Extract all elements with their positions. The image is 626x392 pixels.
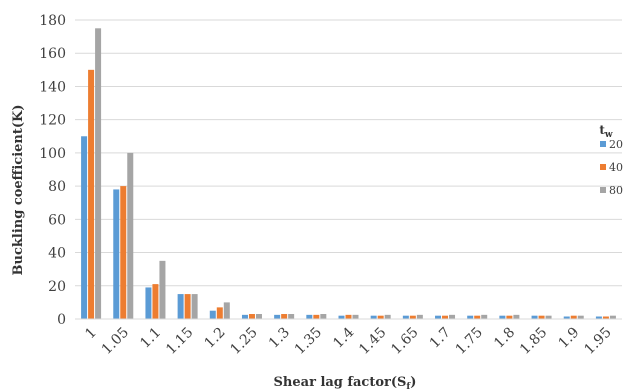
bar-40-1.25 (248, 314, 255, 319)
bar-40-1.05 (120, 186, 127, 319)
x-tick-label-1.4: 1.4 (330, 324, 357, 351)
bar-20-1.95 (595, 316, 602, 319)
bar-20-1.65 (402, 315, 409, 319)
bar-40-1.1 (152, 284, 159, 319)
bar-80-1.45 (384, 314, 391, 319)
bar-20-1.4 (338, 315, 345, 319)
bar-40-1.65 (409, 315, 416, 319)
bar-40-1.15 (184, 294, 191, 319)
bar-20-1.1 (145, 287, 152, 319)
bar-40-1.95 (602, 316, 609, 319)
bar-80-1.05 (127, 152, 134, 319)
x-tick-label-1: 1 (82, 325, 100, 343)
bar-80-1.1 (159, 260, 166, 319)
bar-20-1.45 (370, 315, 377, 319)
x-tick-label-1.8: 1.8 (491, 325, 518, 352)
y-tick-label-120: 120 (39, 113, 66, 129)
bar-40-1.75 (474, 315, 481, 319)
bar-80-1.35 (320, 314, 327, 319)
x-tick-label-1.7: 1.7 (427, 325, 454, 352)
y-axis-title: Buckling coefficient(K) (11, 105, 26, 276)
y-tick-label-80: 80 (48, 179, 66, 195)
x-tick-label-1.65: 1.65 (388, 325, 421, 358)
legend: tw 20 40 80 (599, 123, 623, 197)
gridlines (75, 19, 622, 287)
bar-20-1.2 (209, 310, 216, 319)
x-tick-label-1.3: 1.3 (266, 325, 293, 352)
bars (81, 28, 616, 320)
bar-80-1.95 (609, 315, 616, 319)
x-axis-title-sub: f (406, 382, 411, 392)
legend-title: tw (599, 123, 613, 140)
bar-20-1.7 (435, 315, 442, 319)
x-tick-label-1.45: 1.45 (356, 325, 389, 358)
bar-20-1.85 (531, 315, 538, 319)
y-tick-label-160: 160 (39, 46, 66, 62)
x-tick-label-1.1: 1.1 (137, 325, 164, 352)
legend-swatch-80 (600, 187, 606, 193)
bar-20-1.15 (177, 294, 184, 319)
legend-title-main: t (599, 123, 605, 137)
bar-80-1.8 (513, 314, 520, 319)
x-axis-title-main: Shear lag factor(S (274, 375, 407, 390)
bar-40-1.45 (377, 315, 384, 319)
bar-20-1.8 (499, 315, 506, 319)
legend-swatch-40 (600, 164, 606, 170)
x-tick-label-1.9: 1.9 (556, 325, 583, 352)
bar-20-1.3 (274, 314, 281, 319)
bar-20-1.75 (467, 315, 474, 319)
bar-80-1.4 (352, 314, 359, 319)
bar-80-1.65 (416, 314, 423, 319)
y-tick-labels: 0 20 40 60 80 100 120 140 160 180 (39, 13, 66, 328)
legend-swatch-20 (600, 141, 606, 147)
x-tick-label-1.95: 1.95 (581, 325, 614, 358)
bar-20-1.35 (306, 314, 313, 319)
bar-80-1.9 (577, 315, 584, 319)
y-tick-label-140: 140 (39, 79, 66, 95)
y-tick-label-180: 180 (39, 13, 66, 29)
legend-title-sub: w (604, 130, 613, 140)
x-tick-label-1.85: 1.85 (517, 325, 550, 358)
bar-20-1.05 (113, 189, 120, 319)
bar-80-1.75 (481, 314, 488, 319)
bar-80-1.85 (545, 315, 552, 319)
bar-40-1.3 (281, 314, 288, 319)
x-axis-title: Shear lag factor(Sf) (274, 375, 417, 392)
bar-80-1 (95, 28, 102, 320)
x-tick-labels: 11.05 1.11.15 1.21.25 1.31.35 1.41.451.65 1.7… (82, 324, 614, 357)
y-tick-label-20: 20 (48, 279, 66, 295)
y-tick-label-60: 60 (48, 212, 66, 228)
bar-20-1 (81, 136, 88, 319)
bar-80-1.15 (191, 294, 198, 319)
x-tick-label-1.05: 1.05 (99, 325, 132, 358)
bar-20-1.9 (563, 316, 570, 319)
bar-80-1.25 (255, 314, 262, 319)
x-tick-label-1.75: 1.75 (453, 325, 486, 358)
bar-40-1.8 (506, 315, 513, 319)
x-tick-label-1.35: 1.35 (292, 325, 325, 358)
bar-40-1.35 (313, 314, 320, 319)
bar-40-1.2 (216, 307, 223, 319)
bar-40-1.85 (538, 315, 545, 319)
bar-80-1.2 (223, 302, 230, 319)
x-tick-label-1.2: 1.2 (202, 325, 229, 352)
legend-label-80: 80 (609, 184, 623, 197)
y-tick-label-0: 0 (57, 312, 66, 328)
x-tick-label-1.15: 1.15 (163, 325, 196, 358)
legend-label-20: 20 (609, 138, 623, 151)
bar-40-1.4 (345, 314, 352, 319)
bar-20-1.25 (241, 314, 248, 319)
legend-label-40: 40 (609, 161, 623, 174)
bar-40-1 (88, 69, 95, 319)
y-tick-label-100: 100 (39, 146, 66, 162)
bar-80-1.3 (288, 314, 295, 319)
bar-40-1.9 (570, 315, 577, 319)
bar-40-1.7 (442, 315, 449, 319)
y-tick-label-40: 40 (48, 246, 66, 262)
bar-80-1.7 (449, 314, 456, 319)
x-tick-label-1.25: 1.25 (227, 325, 260, 358)
x-axis-title-end: ) (410, 375, 416, 390)
